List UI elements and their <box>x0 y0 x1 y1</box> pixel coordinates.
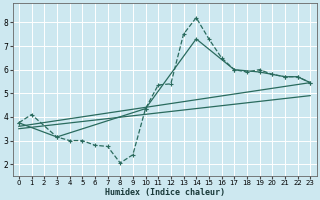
X-axis label: Humidex (Indice chaleur): Humidex (Indice chaleur) <box>105 188 225 197</box>
